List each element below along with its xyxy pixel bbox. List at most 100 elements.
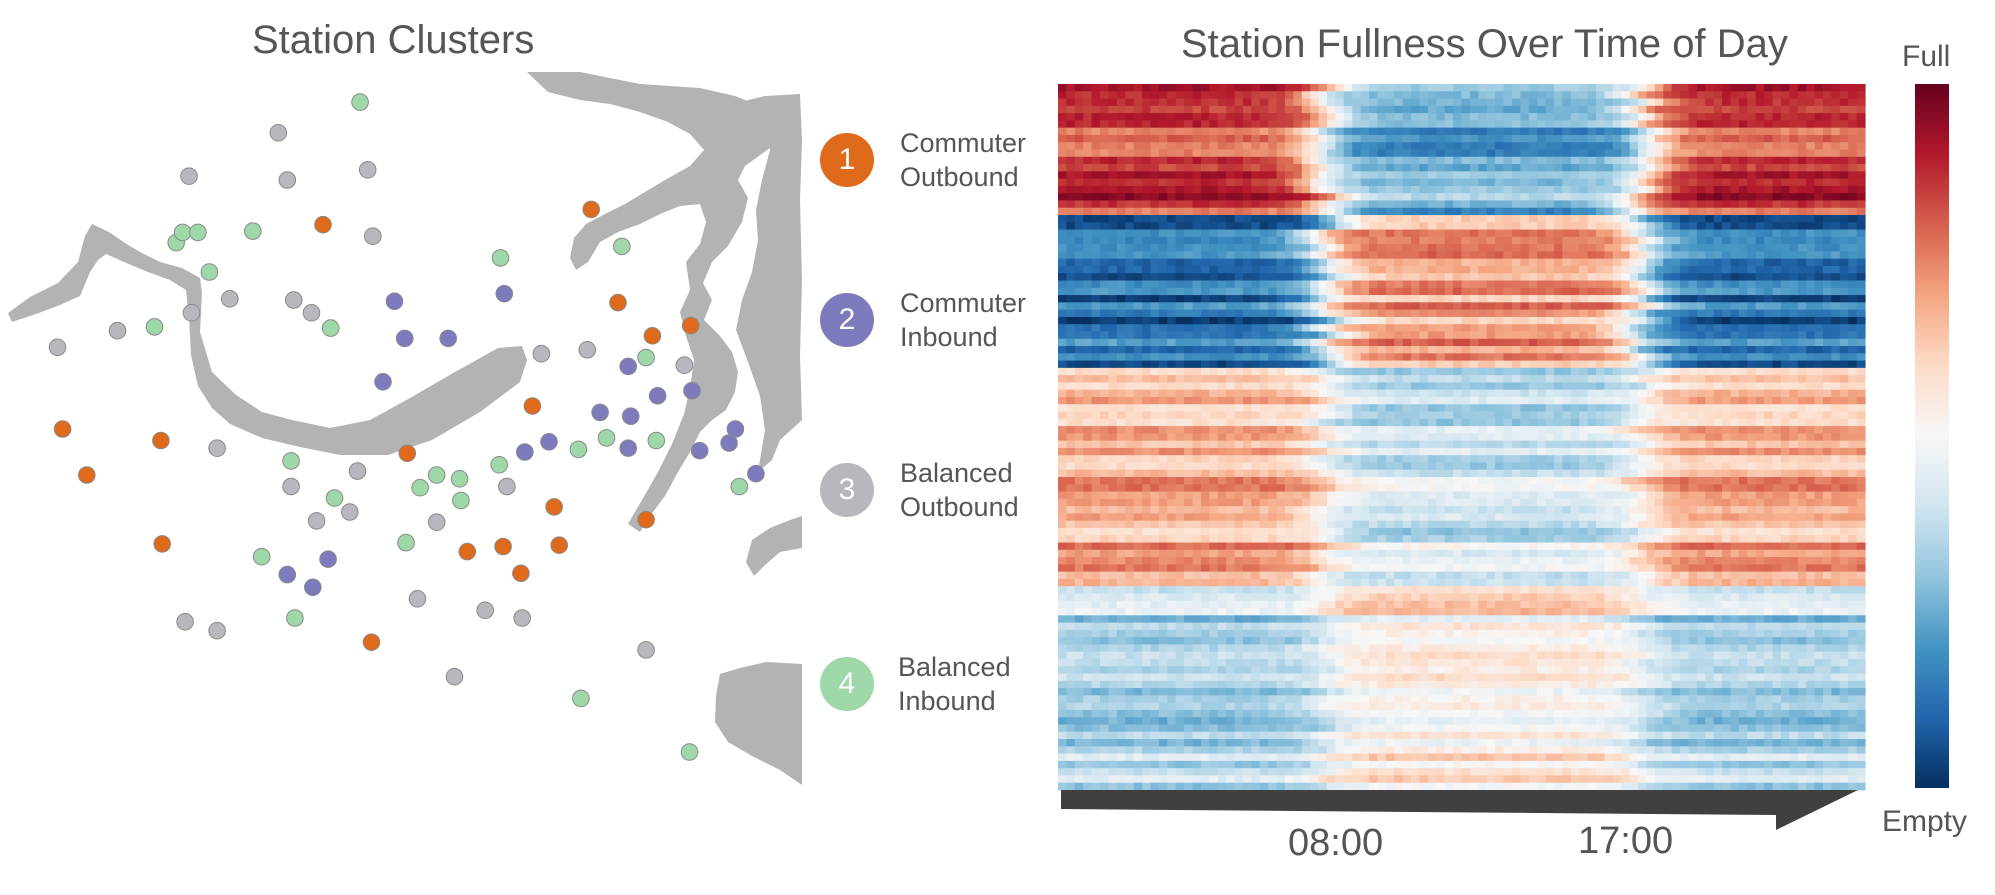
heatmap-cell [1444,338,1454,347]
heatmap-cell [1402,171,1412,180]
heatmap-cell [1184,265,1194,274]
heatmap-cell [1730,134,1740,143]
heatmap-cell [1091,236,1101,245]
heatmap-cell [1839,84,1849,92]
heatmap-cell [1696,120,1706,129]
heatmap-cell [1520,98,1530,107]
heatmap-cell [1226,324,1236,332]
heatmap-cell [1822,447,1832,456]
heatmap-cell [1663,244,1673,252]
heatmap-cell [1562,164,1572,172]
heatmap-cell [1814,433,1824,442]
heatmap-cell [1495,164,1505,172]
heatmap-cell [1310,309,1320,318]
heatmap-cell [1663,207,1673,216]
heatmap-cell [1293,346,1303,354]
heatmap-cell [1175,287,1185,296]
heatmap-cell [1175,324,1185,332]
heatmap-cell [1772,229,1782,238]
heatmap-cell [1621,447,1631,456]
station-point-cluster-2 [648,387,667,405]
heatmap-cell [1394,396,1404,405]
heatmap-cell [1503,200,1513,209]
heatmap-cell [1747,280,1757,289]
heatmap-cell [1671,113,1681,121]
heatmap-cell [1822,134,1832,143]
heatmap-cell [1133,134,1143,143]
heatmap-cell [1276,280,1286,289]
heatmap-cell [1116,156,1126,165]
heatmap-cell [1352,222,1362,230]
heatmap-cell [1587,142,1597,150]
heatmap-cell [1570,84,1580,92]
heatmap-cell [1058,447,1068,456]
heatmap-cell [1200,426,1210,434]
heatmap-cell [1074,98,1084,107]
heatmap-cell [1318,346,1328,354]
heatmap-cell [1596,244,1606,252]
heatmap-cell [1545,433,1555,442]
heatmap-cell [1251,367,1261,376]
heatmap-cell [1327,244,1337,252]
heatmap-cell [1822,389,1832,398]
heatmap-cell [1822,215,1832,223]
heatmap-cell [1638,324,1648,332]
heatmap-cell [1394,295,1404,303]
heatmap-cell [1747,404,1757,412]
heatmap-cell [1074,375,1084,383]
heatmap-cell [1116,91,1126,99]
heatmap-cell [1377,346,1387,354]
heatmap-cell [1764,156,1774,165]
heatmap-cell [1108,91,1118,99]
heatmap-cell [1797,98,1807,107]
heatmap-cell [1579,251,1589,260]
heatmap-cell [1755,389,1765,398]
heatmap-cell [1058,418,1068,427]
heatmap-cell [1385,229,1395,238]
heatmap-cell [1310,134,1320,143]
heatmap-cell [1495,280,1505,289]
heatmap-cell [1638,440,1648,449]
heatmap-cell [1738,265,1748,274]
heatmap-cell [1125,316,1135,325]
heatmap-cell [1629,105,1639,114]
heatmap-cell [1369,215,1379,223]
heatmap-cell [1234,440,1244,449]
heatmap-cell [1822,396,1832,405]
heatmap-cell [1848,309,1858,318]
heatmap-cell [1083,302,1093,311]
heatmap-cell [1133,389,1143,398]
heatmap-cell [1789,258,1799,267]
heatmap-cell [1142,280,1152,289]
heatmap-cell [1856,251,1866,260]
heatmap-cell [1705,353,1715,361]
heatmap-cell [1469,389,1479,398]
heatmap-cell [1293,404,1303,412]
heatmap-cell [1318,120,1328,129]
heatmap-cell [1722,120,1732,129]
heatmap-cell [1604,142,1614,150]
heatmap-cell [1259,353,1269,361]
heatmap-cell [1402,426,1412,434]
heatmap-cell [1486,331,1496,340]
heatmap-cell [1545,426,1555,434]
heatmap-cell [1806,440,1816,449]
heatmap-cell [1503,142,1513,150]
heatmap-cell [1461,200,1471,209]
heatmap-cell [1520,389,1530,398]
heatmap-cell [1268,200,1278,209]
heatmap-cell [1184,113,1194,121]
heatmap-cell [1764,229,1774,238]
heatmap-cell [1545,164,1555,172]
heatmap-cell [1646,185,1656,194]
heatmap-cell [1747,426,1757,434]
station-point-cluster-4 [637,348,655,367]
heatmap-cell [1814,258,1824,267]
heatmap-cell [1343,185,1353,194]
heatmap-cell [1234,244,1244,252]
heatmap-cell [1495,273,1505,281]
heatmap-cell [1436,215,1446,223]
heatmap-cell [1133,440,1143,449]
heatmap-cell [1495,389,1505,398]
heatmap-cell [1209,396,1219,405]
